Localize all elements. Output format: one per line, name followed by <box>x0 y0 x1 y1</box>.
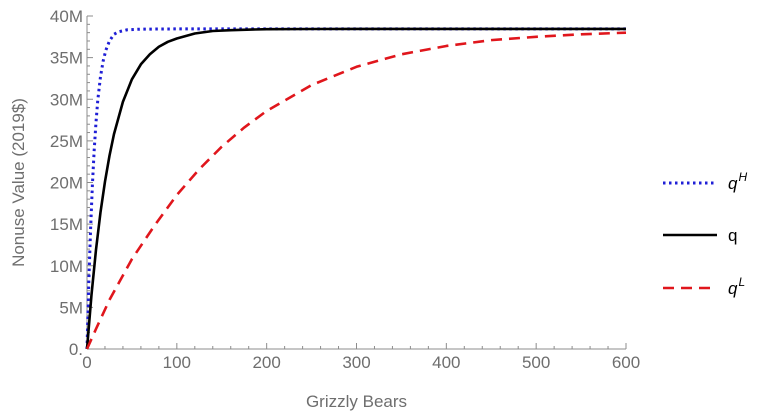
x-tick-label: 300 <box>342 353 370 372</box>
x-tick-label: 400 <box>432 353 460 372</box>
y-tick-label: 20M <box>50 174 83 193</box>
legend-label-base: q <box>728 279 738 298</box>
x-tick-label: 200 <box>252 353 280 372</box>
y-tick-label: 0. <box>69 340 83 359</box>
legend-label-sup: H <box>738 170 747 184</box>
y-tick-label: 30M <box>50 90 83 109</box>
x-axis-title: Grizzly Bears <box>306 392 407 411</box>
chart-axes: 0 100 200 300 400 500 600 0. 5M 10M 15M 20M 25M 30M 3… <box>50 7 640 372</box>
x-tick-label: 100 <box>163 353 191 372</box>
legend-label-base: q <box>728 174 738 193</box>
x-tick-label: 600 <box>612 353 640 372</box>
y-tick-label: 10M <box>50 257 83 276</box>
y-tick-label: 5M <box>59 298 83 317</box>
y-tick-label: 15M <box>50 215 83 234</box>
series-line-ql-2 <box>85 31 627 350</box>
legend-label-sup: L <box>738 275 745 289</box>
legend-label: qL <box>728 275 745 298</box>
x-tick-label: 0 <box>82 353 91 372</box>
legend-label: qH <box>728 170 747 193</box>
y-axis-ticks: 0. 5M 10M 15M 20M 25M 30M 35M 40M <box>50 7 93 359</box>
legend-label: q <box>728 226 737 245</box>
y-axis-title: Nonuse Value (2019$) <box>9 98 28 267</box>
y-tick-label: 40M <box>50 7 83 26</box>
series-line-qh-0 <box>85 27 626 350</box>
x-tick-label: 500 <box>522 353 550 372</box>
series-layer <box>85 27 627 350</box>
x-axis-ticks: 0 100 200 300 400 500 600 <box>82 343 640 372</box>
y-tick-label: 25M <box>50 132 83 151</box>
series-line-q-1 <box>85 27 626 350</box>
legend-label-base: q <box>728 226 737 245</box>
y-tick-label: 35M <box>50 49 83 68</box>
